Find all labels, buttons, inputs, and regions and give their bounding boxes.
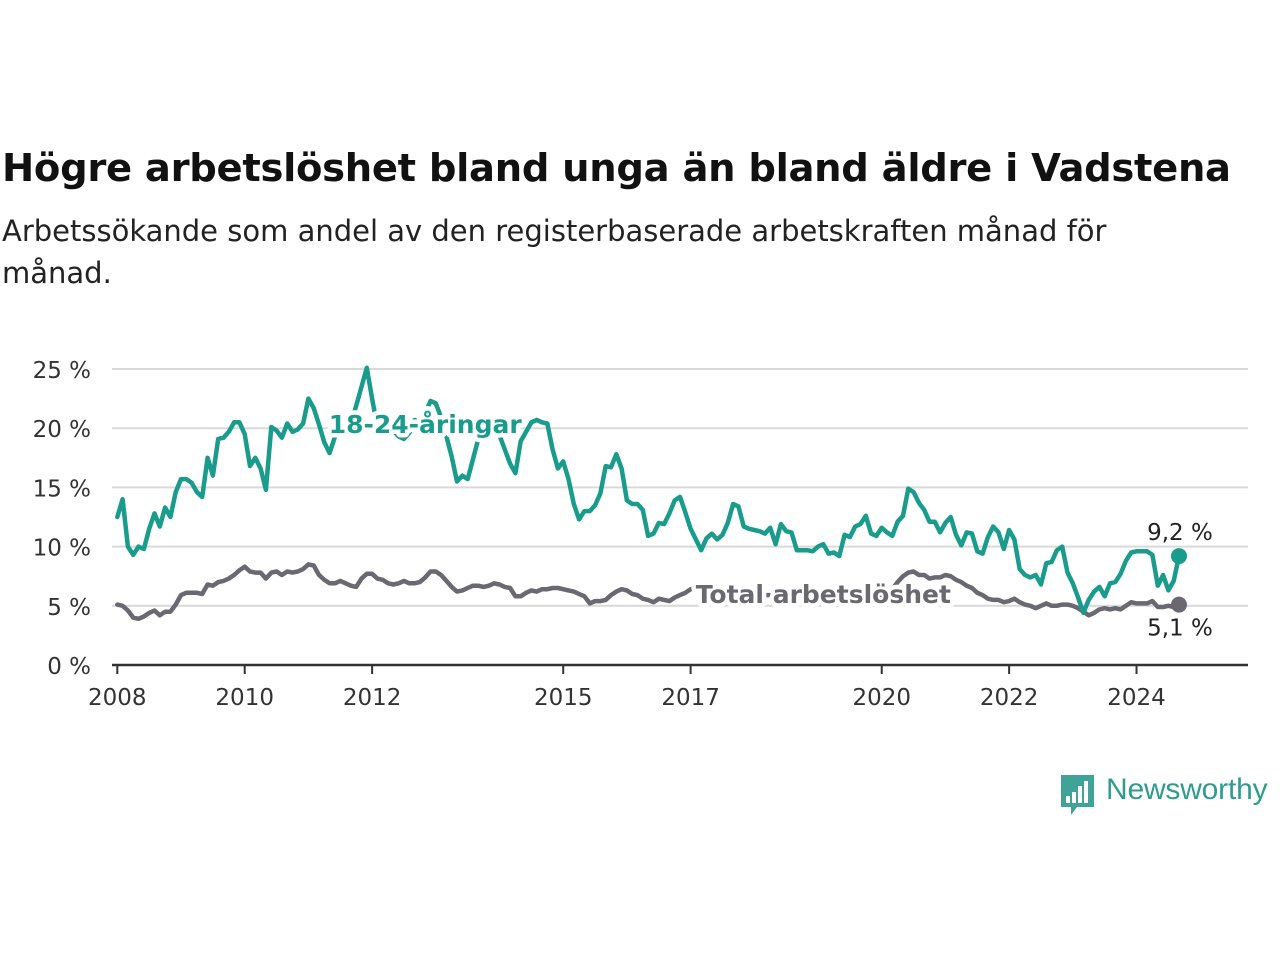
x-tick-label: 2020 — [852, 685, 911, 711]
y-tick-label: 20 % — [33, 417, 91, 443]
brand-name: Newsworthy — [1106, 773, 1268, 806]
newsworthy-logo[interactable]: Newsworthy — [1058, 772, 1278, 818]
x-tick-label: 2015 — [534, 685, 593, 711]
total-series-line — [115, 562, 1182, 622]
chart-subtitle: Arbetssökande som andel av den registerb… — [2, 214, 1107, 290]
x-tick-label: 2012 — [343, 685, 402, 711]
y-tick-label: 0 % — [47, 654, 91, 680]
chart-title: Högre arbetslöshet bland unga än bland ä… — [2, 146, 1231, 191]
x-axis: 2008 2010 2012 2015 2017 2020 2022 2024 — [88, 663, 1248, 711]
total-series-label: Total arbetslöshet — [696, 580, 951, 609]
series-lines — [115, 365, 1182, 622]
youth-end-label: 9,2 % — [1147, 520, 1213, 546]
y-axis-ticks: 0 % 5 % 10 % 15 % 20 % 25 % — [33, 358, 91, 680]
x-tick-label: 2008 — [88, 685, 147, 711]
series-labels: 18-24-åringar Total arbetslöshet 9,2 % 5,1 … — [324, 405, 1216, 644]
x-tick-label: 2024 — [1107, 685, 1166, 711]
total-end-point — [1170, 596, 1187, 613]
y-tick-label: 15 % — [33, 476, 91, 502]
y-tick-label: 25 % — [33, 358, 91, 384]
y-tick-label: 5 % — [47, 595, 91, 621]
x-tick-label: 2017 — [661, 685, 720, 711]
x-tick-label: 2010 — [215, 685, 274, 711]
x-tick-label: 2022 — [980, 685, 1039, 711]
newsworthy-logo-icon — [1061, 775, 1094, 815]
gridlines — [112, 368, 1248, 607]
youth-series-label: 18-24-åringar — [329, 410, 523, 439]
youth-end-point — [1170, 548, 1187, 565]
total-end-label: 5,1 % — [1147, 616, 1213, 642]
y-tick-label: 10 % — [33, 536, 91, 562]
youth-series-line — [115, 365, 1182, 616]
